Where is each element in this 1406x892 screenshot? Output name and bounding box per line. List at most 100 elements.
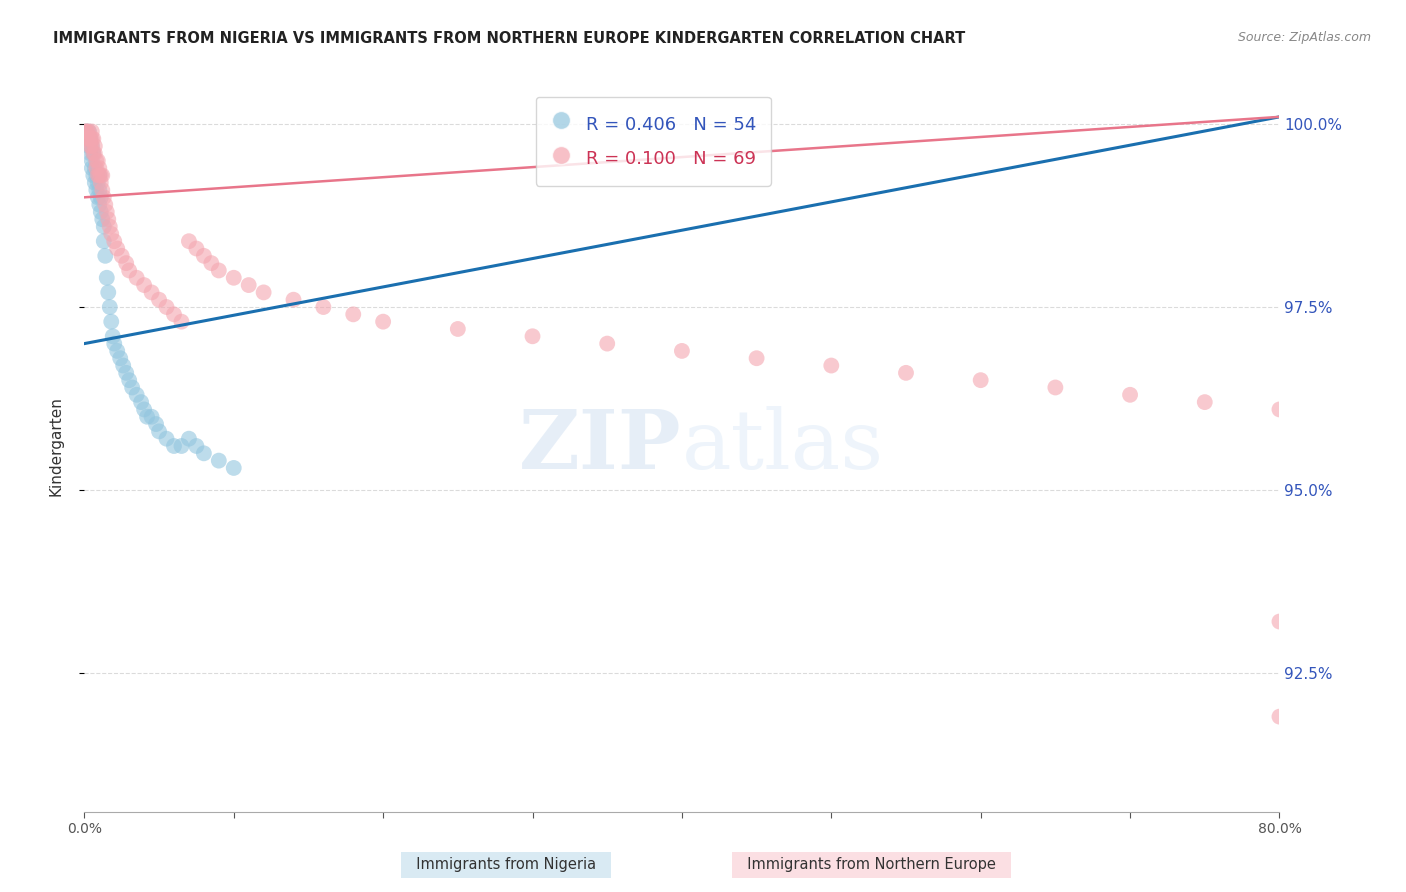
Point — [86, 153, 108, 168]
Point — [98, 219, 121, 234]
Text: atlas: atlas — [682, 406, 884, 486]
Point — [121, 380, 143, 394]
Point — [82, 132, 104, 146]
Point — [105, 242, 128, 256]
Point — [76, 124, 98, 138]
Point — [222, 270, 245, 285]
Point — [87, 190, 110, 204]
Point — [186, 439, 208, 453]
Point — [97, 212, 120, 227]
Point — [86, 161, 108, 175]
Point — [90, 176, 112, 190]
Point — [186, 242, 208, 256]
Point — [96, 270, 118, 285]
Point — [91, 212, 114, 227]
Point — [145, 417, 167, 431]
Point — [82, 146, 104, 161]
Point — [112, 359, 135, 373]
Point — [208, 453, 231, 467]
Point — [200, 256, 222, 270]
Point — [79, 146, 101, 161]
Point — [129, 395, 152, 409]
Point — [75, 124, 97, 138]
Point — [1268, 402, 1291, 417]
Text: Source: ZipAtlas.com: Source: ZipAtlas.com — [1237, 31, 1371, 45]
Point — [80, 161, 103, 175]
Point — [177, 432, 200, 446]
Point — [87, 169, 110, 183]
Point — [1194, 395, 1216, 409]
Point — [238, 278, 260, 293]
Point — [89, 161, 111, 175]
Point — [79, 132, 101, 146]
Point — [83, 176, 105, 190]
Point — [163, 307, 186, 321]
Point — [89, 197, 111, 211]
Point — [155, 432, 177, 446]
Point — [373, 315, 395, 329]
Point — [970, 373, 993, 387]
Point — [75, 124, 97, 138]
Point — [1045, 380, 1067, 394]
Point — [125, 270, 148, 285]
Point — [80, 139, 103, 153]
Point — [163, 439, 186, 453]
Point — [132, 402, 156, 417]
Point — [77, 139, 100, 153]
Point — [148, 293, 170, 307]
Point — [80, 139, 103, 153]
Point — [76, 132, 98, 146]
Point — [105, 343, 128, 358]
Point — [89, 169, 111, 183]
Point — [103, 336, 125, 351]
Legend: R = 0.406   N = 54, R = 0.100   N = 69: R = 0.406 N = 54, R = 0.100 N = 69 — [536, 96, 770, 186]
Point — [94, 197, 117, 211]
Point — [141, 285, 163, 300]
Point — [745, 351, 768, 366]
Point — [110, 351, 132, 366]
Point — [97, 285, 120, 300]
Point — [94, 249, 117, 263]
Point — [141, 409, 163, 424]
Point — [90, 205, 112, 219]
Point — [93, 190, 115, 204]
Point — [101, 329, 124, 343]
Point — [155, 300, 177, 314]
Point — [77, 132, 100, 146]
Point — [671, 343, 693, 358]
Point — [80, 153, 103, 168]
Text: Immigrants from Nigeria: Immigrants from Nigeria — [406, 857, 606, 872]
Point — [79, 139, 101, 153]
Point — [170, 439, 193, 453]
Point — [208, 263, 231, 277]
Point — [79, 132, 101, 146]
Point — [91, 183, 114, 197]
Point — [177, 234, 200, 248]
Point — [111, 249, 134, 263]
Point — [193, 446, 215, 460]
Point — [1268, 709, 1291, 723]
Point — [96, 205, 118, 219]
Point — [76, 132, 98, 146]
Point — [93, 219, 115, 234]
Point — [90, 190, 112, 204]
Point — [118, 373, 141, 387]
Point — [193, 249, 215, 263]
Point — [1119, 388, 1142, 402]
Point — [522, 329, 544, 343]
Text: ZIP: ZIP — [519, 406, 682, 486]
Point — [98, 300, 121, 314]
Point — [100, 227, 122, 241]
Point — [83, 139, 105, 153]
Point — [136, 409, 159, 424]
Point — [76, 132, 98, 146]
Point — [83, 161, 105, 175]
Point — [222, 461, 245, 475]
Point — [82, 146, 104, 161]
Point — [75, 124, 97, 138]
Point — [132, 278, 156, 293]
Point — [820, 359, 842, 373]
Point — [283, 293, 305, 307]
Point — [80, 132, 103, 146]
Point — [82, 169, 104, 183]
